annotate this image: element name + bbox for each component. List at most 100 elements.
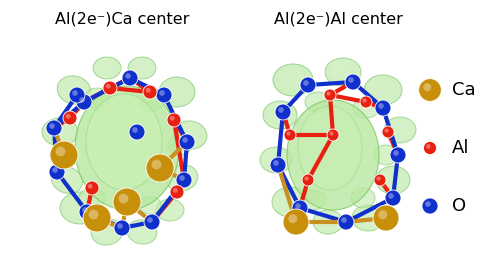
Circle shape <box>79 204 95 220</box>
Ellipse shape <box>305 92 331 112</box>
Circle shape <box>83 204 111 232</box>
Ellipse shape <box>88 90 104 103</box>
Circle shape <box>373 205 399 231</box>
Circle shape <box>152 160 162 169</box>
Circle shape <box>76 94 92 110</box>
Circle shape <box>423 83 431 91</box>
Circle shape <box>52 167 58 173</box>
Circle shape <box>390 147 406 163</box>
Circle shape <box>143 85 157 99</box>
Circle shape <box>146 88 150 93</box>
Circle shape <box>295 203 301 209</box>
Ellipse shape <box>264 150 285 167</box>
Circle shape <box>384 129 388 133</box>
Ellipse shape <box>377 147 392 160</box>
Circle shape <box>273 160 279 166</box>
Ellipse shape <box>46 121 70 139</box>
Circle shape <box>270 157 286 173</box>
Ellipse shape <box>351 188 375 208</box>
Circle shape <box>418 79 442 101</box>
Ellipse shape <box>42 118 78 146</box>
Ellipse shape <box>139 196 161 214</box>
Ellipse shape <box>57 76 91 104</box>
Ellipse shape <box>380 169 402 187</box>
Ellipse shape <box>308 94 325 107</box>
Ellipse shape <box>86 94 162 190</box>
Ellipse shape <box>55 169 76 187</box>
Circle shape <box>422 198 438 214</box>
Circle shape <box>125 73 131 79</box>
Circle shape <box>129 124 145 140</box>
Ellipse shape <box>52 167 82 193</box>
Circle shape <box>424 141 436 154</box>
Circle shape <box>388 193 394 199</box>
Circle shape <box>327 129 339 141</box>
Ellipse shape <box>364 75 402 105</box>
Ellipse shape <box>82 190 99 203</box>
Circle shape <box>330 131 334 136</box>
Circle shape <box>113 188 141 216</box>
Circle shape <box>338 214 354 230</box>
Ellipse shape <box>260 147 292 173</box>
Ellipse shape <box>75 86 179 210</box>
Ellipse shape <box>171 137 186 150</box>
Circle shape <box>182 137 188 143</box>
Ellipse shape <box>388 120 409 136</box>
Ellipse shape <box>267 104 289 122</box>
Circle shape <box>378 103 384 109</box>
Ellipse shape <box>369 78 394 98</box>
Circle shape <box>147 217 153 223</box>
Ellipse shape <box>160 201 178 215</box>
Ellipse shape <box>166 165 198 191</box>
Circle shape <box>426 144 430 149</box>
Circle shape <box>49 123 55 129</box>
Circle shape <box>278 107 284 113</box>
Circle shape <box>167 113 181 127</box>
Ellipse shape <box>374 145 398 165</box>
Circle shape <box>348 77 354 83</box>
Ellipse shape <box>85 88 109 108</box>
Circle shape <box>122 70 138 86</box>
Circle shape <box>300 77 316 93</box>
Text: Al: Al <box>452 139 469 157</box>
Ellipse shape <box>170 167 190 185</box>
Circle shape <box>341 217 347 223</box>
Circle shape <box>275 104 291 120</box>
Ellipse shape <box>65 195 91 216</box>
Ellipse shape <box>168 135 192 155</box>
Circle shape <box>103 81 117 95</box>
Ellipse shape <box>127 220 157 244</box>
Ellipse shape <box>278 67 304 88</box>
Circle shape <box>63 111 77 125</box>
Ellipse shape <box>91 219 123 245</box>
Circle shape <box>46 120 62 136</box>
Text: Al(2e⁻)Al center: Al(2e⁻)Al center <box>274 12 402 27</box>
Circle shape <box>49 164 65 180</box>
Circle shape <box>118 194 128 203</box>
Ellipse shape <box>50 145 74 165</box>
Ellipse shape <box>263 101 297 129</box>
Ellipse shape <box>143 95 158 106</box>
Ellipse shape <box>164 80 187 100</box>
Text: O: O <box>452 197 466 215</box>
Ellipse shape <box>156 199 184 221</box>
Circle shape <box>88 210 99 219</box>
Ellipse shape <box>60 192 100 224</box>
Ellipse shape <box>313 210 343 234</box>
Ellipse shape <box>131 222 150 238</box>
Circle shape <box>88 184 92 189</box>
Circle shape <box>324 89 336 101</box>
Circle shape <box>375 100 391 116</box>
Ellipse shape <box>330 61 353 79</box>
Circle shape <box>146 154 174 182</box>
Circle shape <box>56 147 66 156</box>
Ellipse shape <box>93 57 121 79</box>
Text: Al(2e⁻)Ca center: Al(2e⁻)Ca center <box>55 12 189 27</box>
Circle shape <box>117 223 123 229</box>
Circle shape <box>303 80 309 86</box>
Ellipse shape <box>300 190 326 210</box>
Circle shape <box>374 174 386 186</box>
Circle shape <box>85 181 99 195</box>
Circle shape <box>385 190 401 206</box>
Circle shape <box>286 131 290 136</box>
